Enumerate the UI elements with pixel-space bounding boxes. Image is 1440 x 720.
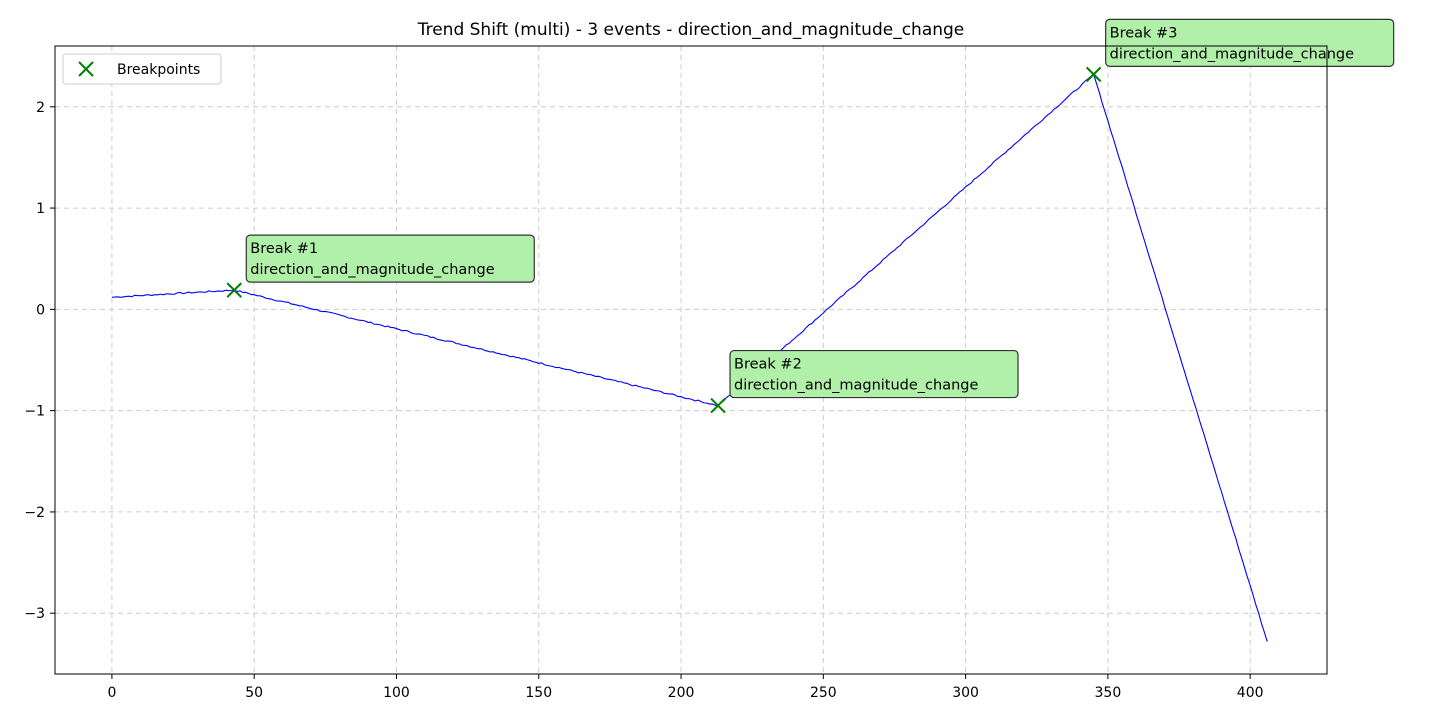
x-tick-label: 200 xyxy=(668,685,695,701)
annotation-title: Break #1 xyxy=(250,241,318,257)
breakpoint-marker xyxy=(1085,66,1102,83)
y-tick-label: −1 xyxy=(24,404,45,420)
annotation-box xyxy=(729,349,1019,399)
y-tick-label: 0 xyxy=(36,302,45,318)
breakpoint-markers xyxy=(226,66,1102,414)
annotation-box xyxy=(245,234,535,283)
annotation-label: direction_and_magnitude_change xyxy=(250,262,494,278)
annotation-title: Break #3 xyxy=(1110,25,1178,41)
annotations: Break #1direction_and_magnitude_changeBr… xyxy=(245,18,1395,399)
legend: Breakpoints xyxy=(62,53,222,85)
x-tick-label: 0 xyxy=(107,685,116,701)
plot-frame xyxy=(54,45,1328,675)
trend-line xyxy=(111,73,1268,642)
y-tick-label: −2 xyxy=(24,505,45,521)
legend-label: Breakpoints xyxy=(117,62,200,78)
series-line xyxy=(111,73,1268,642)
y-tick-label: 1 xyxy=(36,201,45,217)
breakpoint-annotation: Break #2 direction_and_magnitude_change xyxy=(729,349,1019,399)
legend-box xyxy=(62,53,222,85)
breakpoint-annotation: Break #3 direction_and_magnitude_change xyxy=(1105,18,1395,67)
annotation-label: direction_and_magnitude_change xyxy=(1110,46,1354,62)
x-tick-label: 350 xyxy=(1095,685,1122,701)
x-tick-label: 150 xyxy=(525,685,552,701)
y-tick-label: −3 xyxy=(24,606,45,622)
axis-ticks: 0 50 100 150 200 250 300 350 400 −3 −2 −1 0 1 2 xyxy=(24,100,1263,701)
annotation-box xyxy=(1105,18,1395,67)
annotation-title: Break #2 xyxy=(734,357,802,373)
x-tick-label: 50 xyxy=(245,685,263,701)
breakpoint-marker xyxy=(710,397,726,414)
x-tick-label: 250 xyxy=(810,685,837,701)
breakpoint-marker xyxy=(226,282,242,298)
x-tick-label: 300 xyxy=(952,685,979,701)
x-tick-label: 400 xyxy=(1237,685,1264,701)
annotation-label: direction_and_magnitude_change xyxy=(734,378,978,394)
legend-marker-icon xyxy=(78,61,94,77)
chart-title: Trend Shift (multi) - 3 events - directi… xyxy=(417,20,965,40)
breakpoint-annotation: Break #1 direction_and_magnitude_change xyxy=(245,234,535,283)
grid xyxy=(55,46,1327,674)
y-tick-label: 2 xyxy=(36,100,45,116)
x-tick-label: 100 xyxy=(383,685,410,701)
